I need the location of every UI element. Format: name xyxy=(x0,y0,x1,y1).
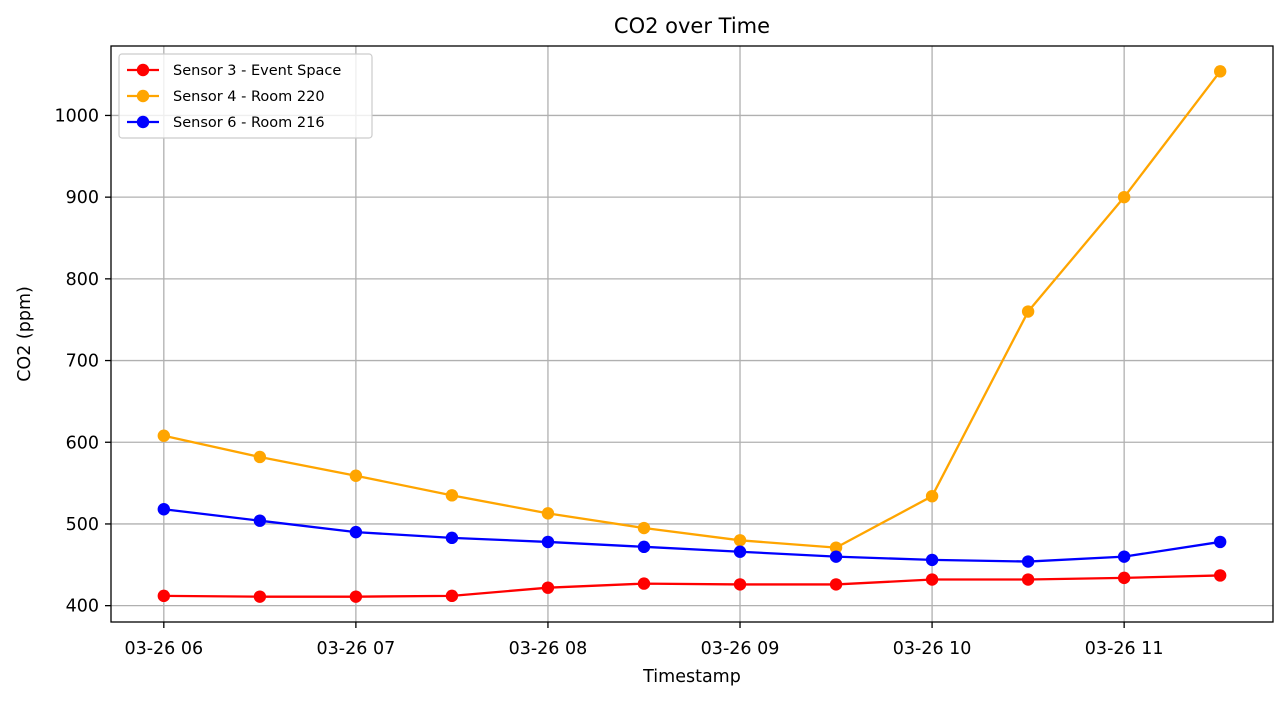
x-tick-label: 03-26 09 xyxy=(701,639,780,659)
data-point xyxy=(445,589,459,603)
axis-ticks: 03-26 06 03-26 07 03-26 08 03-26 09 03-26 10… xyxy=(54,106,1163,659)
data-point xyxy=(541,535,555,549)
data-point xyxy=(925,489,939,503)
data-point xyxy=(1021,573,1035,586)
legend-marker xyxy=(136,89,150,103)
data-point xyxy=(1213,65,1227,78)
x-tick-label: 03-26 07 xyxy=(317,639,396,659)
data-point xyxy=(925,573,939,586)
data-point xyxy=(733,578,747,591)
chart-title: CO2 over Time xyxy=(614,14,770,38)
x-tick-label: 03-26 08 xyxy=(509,639,588,659)
data-point xyxy=(349,469,363,482)
x-axis-label: Timestamp xyxy=(642,667,741,687)
y-tick-label: 400 xyxy=(66,597,99,617)
data-point xyxy=(541,581,555,594)
legend-label: Sensor 3 - Event Space xyxy=(173,63,341,79)
data-point xyxy=(637,540,651,554)
data-point xyxy=(253,514,267,527)
data-point xyxy=(1117,190,1131,204)
data-point xyxy=(1021,305,1035,318)
data-point xyxy=(541,507,555,520)
data-point xyxy=(157,429,171,442)
data-point xyxy=(445,531,459,545)
legend-marker xyxy=(136,115,150,129)
series-lines xyxy=(157,65,1227,603)
data-point xyxy=(1213,569,1227,582)
data-point xyxy=(157,589,171,603)
y-tick-label: 800 xyxy=(66,270,99,290)
data-point xyxy=(637,521,651,535)
plot-frame xyxy=(110,45,1274,623)
x-tick-label: 03-26 10 xyxy=(893,639,972,659)
data-point xyxy=(1213,535,1227,549)
data-point xyxy=(829,541,843,554)
data-point xyxy=(829,550,843,563)
series-3 xyxy=(157,503,1227,568)
legend: Sensor 3 - Event Space Sensor 4 - Room 22… xyxy=(118,53,373,139)
y-axis-label: CO2 (ppm) xyxy=(15,286,35,382)
data-point xyxy=(349,525,363,539)
data-point xyxy=(253,590,267,603)
data-point xyxy=(733,534,747,547)
legend-label: Sensor 6 - Room 216 xyxy=(173,115,325,131)
data-point xyxy=(733,545,747,558)
data-point xyxy=(829,578,843,591)
series-line xyxy=(163,508,1221,563)
data-point xyxy=(253,450,267,464)
data-point xyxy=(157,503,171,516)
data-point xyxy=(637,577,651,590)
series-line xyxy=(163,574,1221,598)
data-point xyxy=(349,590,363,603)
legend-marker xyxy=(136,63,150,77)
series-2 xyxy=(157,65,1227,554)
y-tick-label: 1000 xyxy=(54,106,99,126)
legend-box xyxy=(118,53,373,139)
y-tick-label: 500 xyxy=(66,515,99,535)
x-tick-label: 03-26 11 xyxy=(1085,639,1164,659)
grid xyxy=(111,46,1273,622)
legend-label: Sensor 4 - Room 220 xyxy=(173,89,325,105)
data-point xyxy=(1117,571,1131,585)
y-tick-label: 700 xyxy=(66,352,99,372)
y-tick-label: 600 xyxy=(66,433,99,453)
x-tick-label: 03-26 06 xyxy=(124,639,203,659)
series-line xyxy=(163,70,1222,549)
data-point xyxy=(1117,550,1131,563)
data-point xyxy=(445,489,459,502)
data-point xyxy=(925,553,939,567)
y-tick-label: 900 xyxy=(66,188,99,208)
series-1 xyxy=(157,569,1227,603)
data-point xyxy=(1021,555,1035,568)
